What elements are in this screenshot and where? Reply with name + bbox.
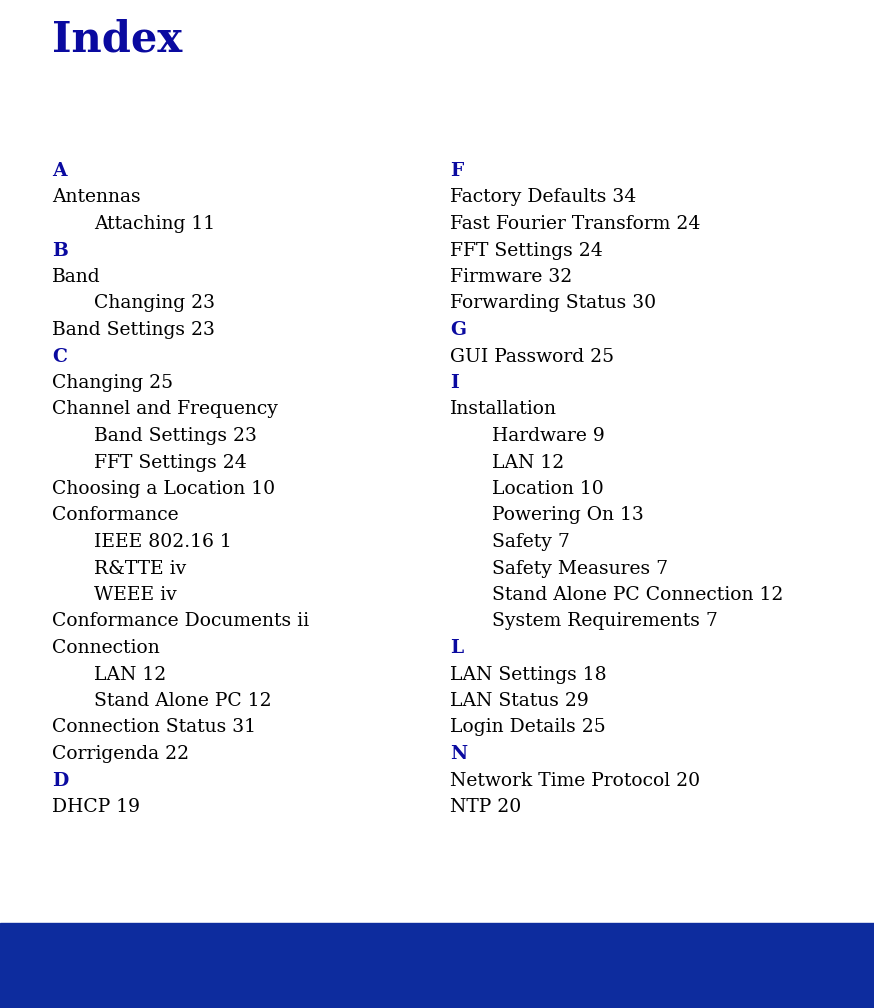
- Text: Band Settings 23: Band Settings 23: [52, 321, 215, 339]
- Text: G: G: [450, 321, 466, 339]
- Text: Index: Index: [52, 18, 183, 60]
- Text: Network Time Protocol 20: Network Time Protocol 20: [450, 771, 700, 789]
- Text: Antennas: Antennas: [52, 188, 141, 207]
- Text: Conformance Documents ii: Conformance Documents ii: [52, 613, 309, 630]
- Text: Changing 23: Changing 23: [94, 294, 215, 312]
- Text: N: N: [450, 745, 467, 763]
- Text: NTP 20: NTP 20: [450, 798, 521, 816]
- Text: C: C: [52, 348, 67, 366]
- Text: Choosing a Location 10: Choosing a Location 10: [52, 480, 275, 498]
- Text: Stand Alone PC Connection 12: Stand Alone PC Connection 12: [492, 586, 783, 604]
- Text: Login Details 25: Login Details 25: [450, 719, 606, 737]
- Text: Corrigenda 22: Corrigenda 22: [52, 745, 189, 763]
- Text: Location 10: Location 10: [492, 480, 604, 498]
- Text: Attaching 11: Attaching 11: [94, 215, 215, 233]
- Text: B: B: [52, 242, 68, 259]
- Text: Changing 25: Changing 25: [52, 374, 173, 392]
- Text: IEEE 802.16 1: IEEE 802.16 1: [94, 533, 232, 551]
- Text: I: I: [450, 374, 459, 392]
- Text: Fast Fourier Transform 24: Fast Fourier Transform 24: [450, 215, 700, 233]
- Text: Band Settings 23: Band Settings 23: [94, 427, 257, 445]
- Text: Factory Defaults 34: Factory Defaults 34: [450, 188, 636, 207]
- Text: Installation: Installation: [450, 400, 557, 418]
- Text: R&TTE iv: R&TTE iv: [94, 559, 186, 578]
- Text: Channel and Frequency: Channel and Frequency: [52, 400, 278, 418]
- Bar: [0, 923, 874, 1008]
- Text: FFT Settings 24: FFT Settings 24: [94, 454, 246, 472]
- Text: Hardware 9: Hardware 9: [492, 427, 605, 445]
- Text: WEEE iv: WEEE iv: [94, 586, 177, 604]
- Text: LAN Settings 18: LAN Settings 18: [450, 665, 607, 683]
- Text: F: F: [450, 162, 463, 180]
- Text: Safety Measures 7: Safety Measures 7: [492, 559, 668, 578]
- Text: Safety 7: Safety 7: [492, 533, 570, 551]
- Text: Forwarding Status 30: Forwarding Status 30: [450, 294, 656, 312]
- Text: Connection Status 31: Connection Status 31: [52, 719, 256, 737]
- Text: LAN 12: LAN 12: [492, 454, 565, 472]
- Text: Firmware 32: Firmware 32: [450, 268, 572, 286]
- Text: FFT Settings 24: FFT Settings 24: [450, 242, 603, 259]
- Text: Stand Alone PC 12: Stand Alone PC 12: [94, 692, 272, 710]
- Text: Conformance: Conformance: [52, 506, 178, 524]
- Text: Powering On 13: Powering On 13: [492, 506, 644, 524]
- Text: System Requirements 7: System Requirements 7: [492, 613, 718, 630]
- Text: D: D: [52, 771, 68, 789]
- Text: LAN Status 29: LAN Status 29: [450, 692, 589, 710]
- Text: GUI Password 25: GUI Password 25: [450, 348, 614, 366]
- Text: Connection: Connection: [52, 639, 160, 657]
- Text: LAN 12: LAN 12: [94, 665, 166, 683]
- Text: DHCP 19: DHCP 19: [52, 798, 140, 816]
- Text: Band: Band: [52, 268, 101, 286]
- Text: L: L: [450, 639, 463, 657]
- Text: A: A: [52, 162, 66, 180]
